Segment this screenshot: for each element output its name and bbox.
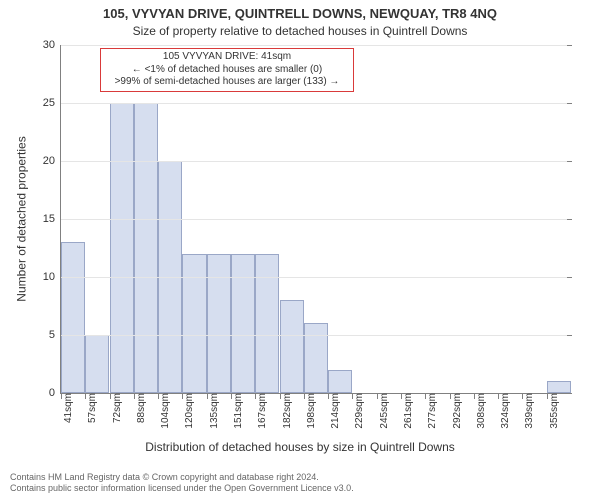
- y-tick-mark: [567, 161, 572, 162]
- y-tick-label: 5: [49, 329, 61, 341]
- x-tick-label: 292sqm: [446, 393, 463, 429]
- x-tick-label: 135sqm: [203, 393, 220, 429]
- annotation-line-3: >99% of semi-detached houses are larger …: [107, 76, 347, 89]
- y-tick-label: 10: [43, 271, 61, 283]
- y-tick-mark: [567, 393, 572, 394]
- x-tick-label: 198sqm: [300, 393, 317, 429]
- x-tick-label: 72sqm: [106, 393, 123, 423]
- grid-line: [61, 335, 571, 336]
- x-tick-label: 104sqm: [154, 393, 171, 429]
- x-tick-label: 324sqm: [494, 393, 511, 429]
- chart-container: 105, VYVYAN DRIVE, QUINTRELL DOWNS, NEWQ…: [0, 0, 600, 500]
- x-tick-label: 41sqm: [57, 393, 74, 423]
- x-tick-label: 167sqm: [251, 393, 268, 429]
- footer-line-2: Contains public sector information licen…: [10, 483, 354, 495]
- y-tick-label: 15: [43, 213, 61, 225]
- histogram-bar: [280, 300, 304, 393]
- x-tick-label: 277sqm: [421, 393, 438, 429]
- x-tick-label: 182sqm: [276, 393, 293, 429]
- x-tick-label: 229sqm: [348, 393, 365, 429]
- histogram-bar: [255, 254, 279, 393]
- histogram-bar: [110, 103, 134, 393]
- histogram-bar: [134, 103, 158, 393]
- grid-line: [61, 277, 571, 278]
- y-tick-mark: [567, 277, 572, 278]
- x-tick-label: 339sqm: [518, 393, 535, 429]
- x-tick-label: 120sqm: [178, 393, 195, 429]
- y-tick-mark: [567, 335, 572, 336]
- histogram-bar: [207, 254, 231, 393]
- histogram-bar: [182, 254, 206, 393]
- y-tick-label: 25: [43, 97, 61, 109]
- histogram-bar: [304, 323, 328, 393]
- y-axis-label-text: Number of detached properties: [15, 136, 29, 301]
- histogram-bar: [547, 381, 571, 393]
- footer: Contains HM Land Registry data © Crown c…: [10, 472, 354, 495]
- grid-line: [61, 45, 571, 46]
- page-subtitle: Size of property relative to detached ho…: [0, 24, 600, 38]
- y-tick-label: 20: [43, 155, 61, 167]
- x-tick-label: 261sqm: [397, 393, 414, 429]
- x-axis-label: Distribution of detached houses by size …: [0, 440, 600, 454]
- y-tick-mark: [567, 45, 572, 46]
- y-axis-label: Number of detached properties: [14, 45, 30, 393]
- grid-line: [61, 161, 571, 162]
- x-tick-label: 214sqm: [324, 393, 341, 429]
- x-tick-label: 151sqm: [227, 393, 244, 429]
- x-tick-label: 308sqm: [470, 393, 487, 429]
- histogram-bar: [328, 370, 352, 393]
- page-title: 105, VYVYAN DRIVE, QUINTRELL DOWNS, NEWQ…: [0, 6, 600, 21]
- annotation-line-1: 105 VYVYAN DRIVE: 41sqm: [107, 51, 347, 64]
- y-tick-mark: [567, 219, 572, 220]
- plot-area: 05101520253041sqm57sqm72sqm88sqm104sqm12…: [60, 45, 571, 394]
- histogram-bar: [85, 335, 109, 393]
- histogram-bar: [231, 254, 255, 393]
- annotation-box: 105 VYVYAN DRIVE: 41sqm ← <1% of detache…: [100, 48, 354, 92]
- x-tick-label: 57sqm: [81, 393, 98, 423]
- footer-line-1: Contains HM Land Registry data © Crown c…: [10, 472, 354, 484]
- annotation-line-2: ← <1% of detached houses are smaller (0): [107, 64, 347, 77]
- grid-line: [61, 103, 571, 104]
- y-tick-label: 30: [43, 39, 61, 51]
- x-tick-label: 88sqm: [130, 393, 147, 423]
- grid-line: [61, 219, 571, 220]
- histogram-bar: [61, 242, 85, 393]
- x-tick-label: 355sqm: [543, 393, 560, 429]
- x-tick-label: 245sqm: [373, 393, 390, 429]
- y-tick-mark: [567, 103, 572, 104]
